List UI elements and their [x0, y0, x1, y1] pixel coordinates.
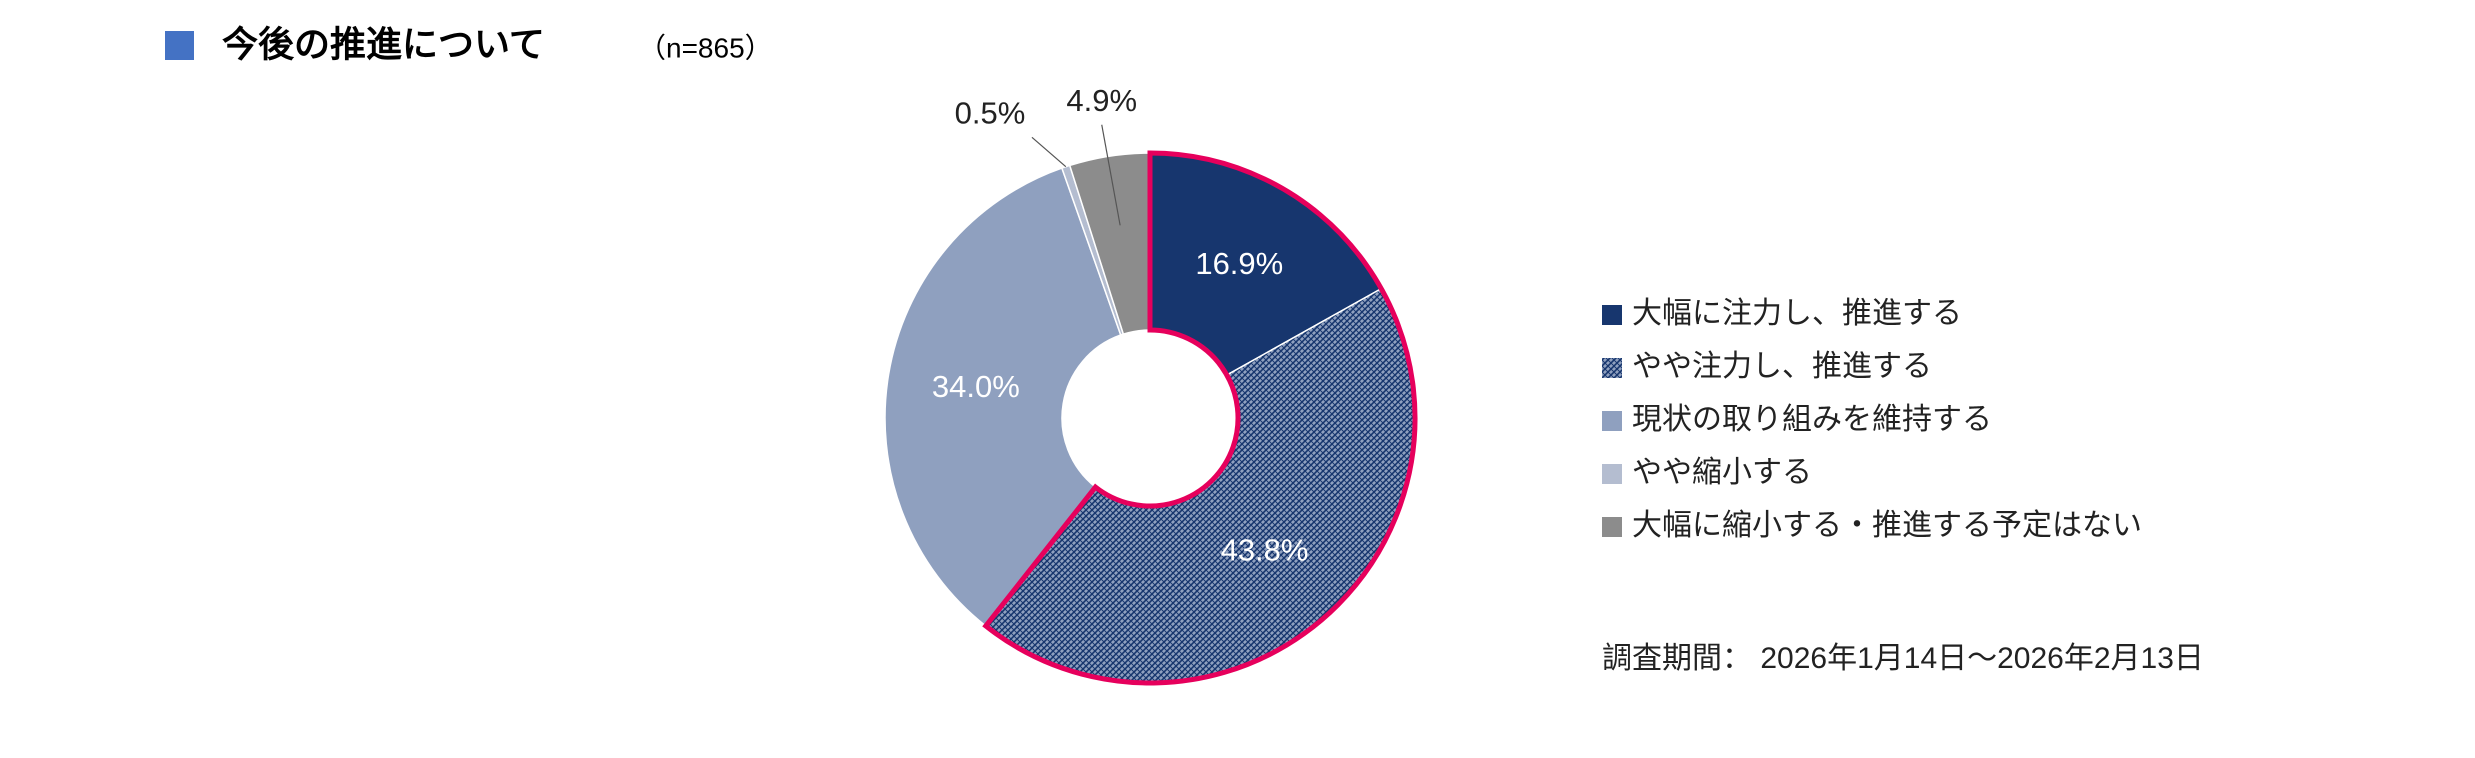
data-label: 0.5% [955, 96, 1026, 131]
data-label: 34.0% [932, 369, 1020, 404]
chart-subtitle: （n=865） [638, 32, 773, 63]
highlight-outline [982, 150, 1418, 686]
legend-label: やや縮小する [1632, 456, 1812, 489]
legend-label: 大幅に注力し、推進する [1632, 297, 1962, 330]
legend-label: 大幅に縮小する・推進する予定はない [1632, 509, 2142, 542]
data-label: 16.9% [1195, 246, 1283, 281]
legend-marker [1602, 517, 1622, 537]
data-label: 4.9% [1066, 83, 1137, 118]
leader-line [1101, 124, 1121, 226]
legend-label: やや注力し、推進する [1632, 350, 1932, 383]
legend-marker [1602, 411, 1622, 431]
pie-slice [884, 167, 1122, 628]
leader-line [1031, 136, 1067, 168]
title-marker [165, 31, 194, 60]
chart-title: 今後の推進について [222, 24, 545, 65]
legend-marker [1602, 464, 1622, 484]
legend-marker [1602, 305, 1622, 325]
legend-label: 現状の取り組みを維持する [1632, 403, 1992, 436]
legend-marker [1602, 358, 1622, 378]
data-label: 43.8% [1221, 532, 1309, 567]
survey-note: 調査期間： 2026年1月14日～2026年2月13日 [1602, 642, 2204, 675]
